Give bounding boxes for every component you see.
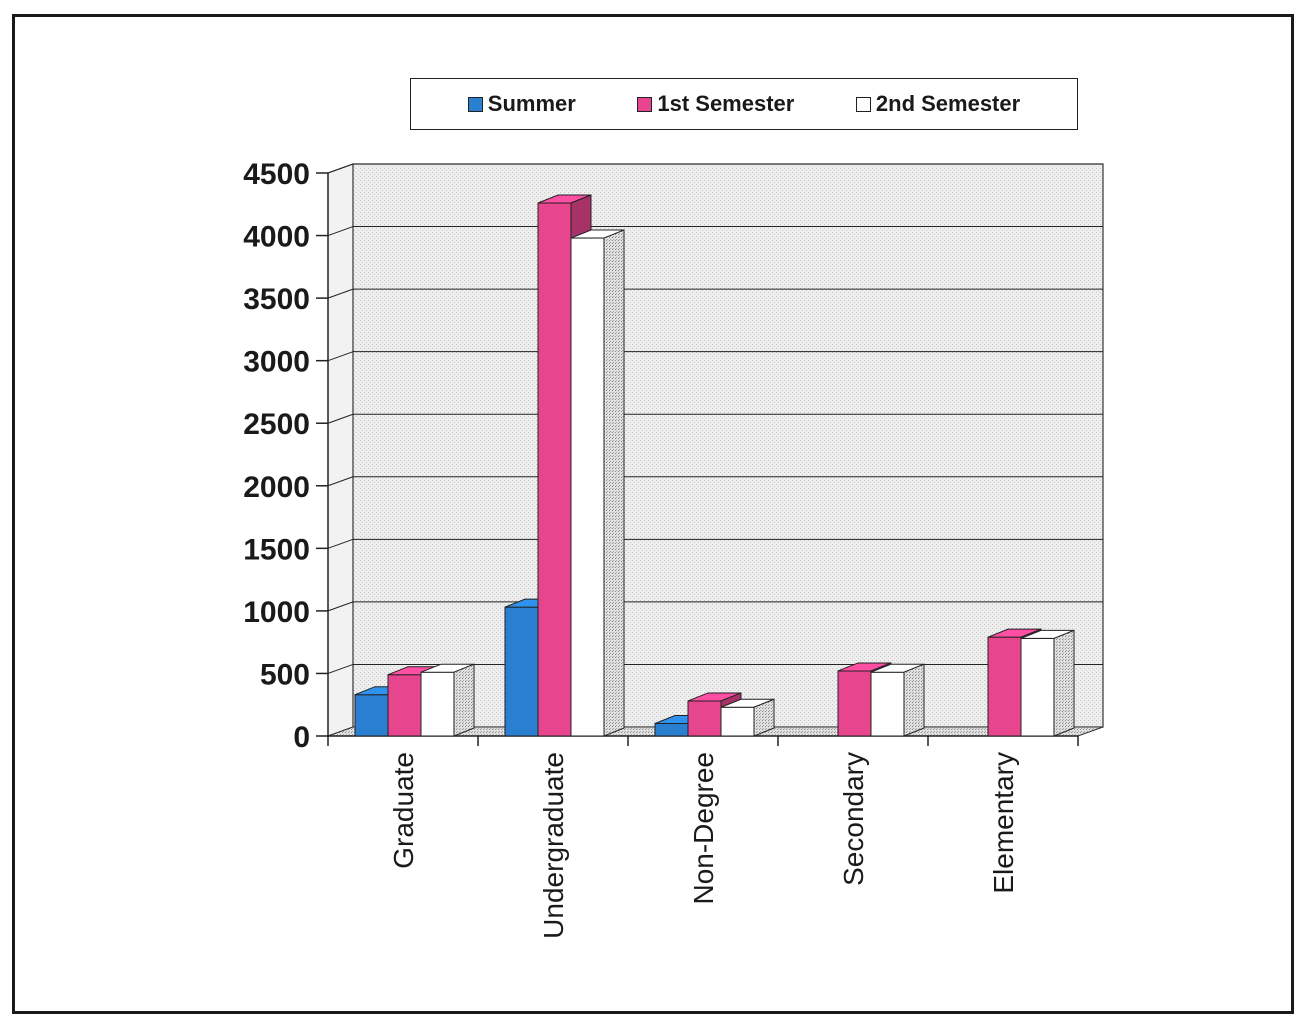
bar-front — [720, 706, 755, 737]
bar-2nd-semester-secondary — [870, 663, 925, 737]
bar-2nd-semester-elementary — [1020, 629, 1075, 737]
y-tick-label: 4000 — [243, 221, 310, 254]
bar-side — [753, 698, 775, 737]
y-tick-label: 1500 — [243, 533, 310, 566]
legend-label-summer: Summer — [487, 91, 576, 116]
legend-label-2nd-semester: 2nd Semester — [875, 91, 1021, 116]
back-wall — [352, 163, 1104, 728]
bar-side — [903, 663, 925, 737]
bar-front — [570, 237, 605, 737]
gridline-side — [327, 601, 354, 612]
gridline-side — [327, 476, 354, 487]
legend-item-summer: Summer — [467, 91, 576, 117]
y-tick-label: 2000 — [243, 471, 310, 504]
gridline-side — [327, 288, 354, 299]
bar-front — [654, 722, 689, 737]
bar-front — [537, 202, 572, 737]
bar-side — [1053, 629, 1075, 737]
gridline-side — [327, 538, 354, 549]
bar-side — [453, 663, 475, 737]
gridline-side — [327, 663, 354, 674]
bar-2nd-semester-undergraduate — [570, 229, 625, 737]
bars — [354, 194, 1075, 737]
y-tick-label: 2500 — [243, 408, 310, 441]
bar-front — [1020, 637, 1055, 737]
legend-item-2nd-semester: 2nd Semester — [855, 91, 1021, 117]
gridlines — [327, 163, 1103, 674]
bar-front — [504, 606, 539, 737]
y-axis-ticks: 0 500 1000 1500 2000 2500 3000 3500 4000 4500 — [243, 158, 328, 754]
y-tick-label: 4500 — [243, 158, 310, 191]
x-tick-label-undergraduate: Undergraduate — [538, 752, 569, 939]
x-tick-label-graduate: Graduate — [388, 752, 419, 869]
legend-swatch-2nd-semester — [855, 96, 871, 112]
x-tick-label-secondary: Secondary — [838, 752, 869, 886]
bar-front — [354, 694, 389, 737]
x-tick-label-non-degree: Non-Degree — [688, 752, 719, 905]
bar-front — [387, 674, 422, 737]
gridline-side — [327, 351, 354, 362]
y-tick-label: 500 — [260, 658, 310, 691]
legend-swatch-1st-semester — [637, 96, 653, 112]
bar-front — [870, 671, 905, 737]
legend-item-1st-semester: 1st Semester — [637, 91, 794, 117]
x-tick-label-elementary: Elementary — [988, 752, 1019, 894]
gridline-side — [327, 413, 354, 424]
gridline-side — [327, 226, 354, 237]
x-axis-ticks: Graduate Undergraduate Non-Degree Secondary… — [327, 736, 1079, 939]
y-tick-label: 3000 — [243, 346, 310, 379]
y-tick-label: 3500 — [243, 283, 310, 316]
plot-walls — [327, 163, 1104, 737]
y-tick-label: 1000 — [243, 596, 310, 629]
bar-front — [420, 671, 455, 737]
bar-front — [687, 700, 722, 737]
bar-2nd-semester-non-degree — [720, 698, 775, 737]
bar-2nd-semester-graduate — [420, 663, 475, 737]
chart-legend: Summer 1st Semester 2nd Semester — [410, 78, 1078, 130]
side-wall — [327, 163, 354, 737]
bar-side — [603, 229, 625, 737]
gridline-side — [327, 163, 354, 174]
legend-swatch-summer — [467, 96, 483, 112]
legend-label-1st-semester: 1st Semester — [657, 91, 795, 116]
bar-front — [987, 636, 1022, 737]
y-tick-label: 0 — [293, 721, 310, 754]
bar-front — [837, 670, 872, 737]
